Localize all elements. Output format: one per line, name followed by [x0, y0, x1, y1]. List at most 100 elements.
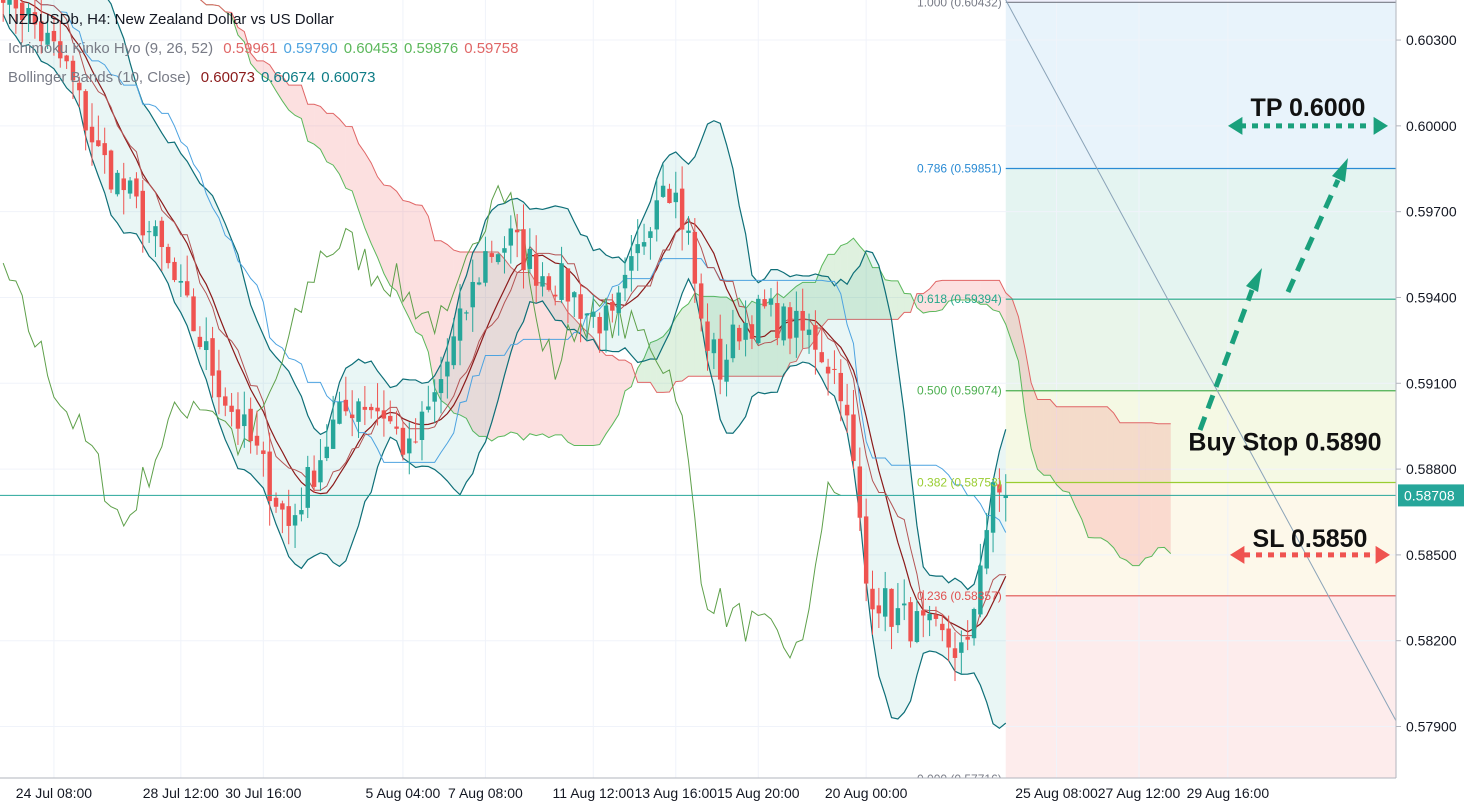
kumo-segment	[675, 308, 683, 382]
candle-body	[819, 352, 824, 363]
candle-body	[908, 602, 913, 642]
candle-body	[756, 298, 761, 344]
kumo-segment	[1151, 422, 1159, 557]
kumo-segment	[1012, 298, 1019, 362]
arrow-head	[1230, 545, 1245, 564]
fib-zone-0.382	[1005, 390, 1396, 483]
kumo-segment	[1158, 423, 1165, 548]
candle-body	[229, 405, 234, 412]
candle-body	[400, 427, 406, 455]
kumo-segment	[250, 53, 257, 72]
candle-body	[184, 281, 190, 296]
candle-body	[343, 399, 349, 412]
candle-body	[273, 497, 279, 507]
tp-label: TP 0.6000	[1251, 94, 1366, 122]
fib-zone-0.786	[1005, 2, 1396, 169]
kumo-segment	[605, 355, 613, 434]
candle-body	[19, 2, 25, 21]
price-tick-label: 0.60000	[1406, 118, 1457, 134]
price-tick-label: 0.59400	[1406, 289, 1457, 305]
candle-body	[178, 280, 184, 283]
candle-body	[724, 359, 729, 382]
buy-stop-label: Buy Stop 0.5890	[1188, 428, 1381, 456]
kumo-segment	[878, 267, 886, 320]
candle-body	[292, 515, 298, 526]
candle-body	[267, 451, 272, 502]
chart-legend: NZDUSDb, H4: New Zealand Dollar vs US Do…	[8, 8, 530, 95]
candle-body	[933, 614, 939, 619]
candle-body	[762, 299, 767, 307]
arrow-head	[1375, 545, 1390, 564]
candle-body	[39, 21, 44, 42]
kumo-segment	[345, 126, 353, 191]
entry-arrow-2	[1285, 178, 1341, 294]
kumo-segment	[263, 60, 270, 81]
candle-body	[698, 283, 704, 319]
kumo-segment	[618, 360, 626, 415]
kumo-segment	[1037, 399, 1044, 476]
kumo-segment	[1145, 422, 1152, 559]
candle-body	[153, 226, 158, 237]
kumo-segment	[1132, 422, 1140, 566]
kumo-segment	[853, 238, 860, 320]
kumo-segment	[599, 348, 606, 445]
kumo-segment	[593, 337, 600, 446]
symbol-title-text: NZDUSDb, H4: New Zealand Dollar vs US Do…	[8, 11, 334, 28]
candle-body	[286, 506, 291, 526]
kumo-segment	[1113, 412, 1120, 558]
candle-body	[165, 246, 171, 264]
time-tick-label: 29 Aug 16:00	[1187, 785, 1270, 801]
time-tick-label: 24 Jul 08:00	[16, 785, 92, 801]
candle-body	[603, 305, 609, 331]
candle-body	[299, 509, 304, 515]
kumo-segment	[326, 113, 334, 166]
candle-body	[629, 256, 634, 271]
candle-body	[616, 292, 621, 313]
candle-body	[533, 253, 539, 286]
candle-body	[692, 231, 698, 284]
candle-body	[578, 294, 583, 319]
candle-body	[204, 341, 209, 351]
kumo-segment	[1126, 422, 1133, 566]
kumo-segment	[276, 74, 283, 101]
kumo-segment	[993, 280, 1000, 312]
kumo-segment	[352, 126, 359, 210]
candle-body	[330, 419, 336, 449]
kumo-segment	[288, 85, 296, 116]
candle-body	[89, 126, 95, 143]
time-tick-label: 7 Aug 08:00	[448, 785, 523, 801]
ichimoku-value-1: 0.59790	[283, 40, 338, 57]
candle-body	[838, 372, 843, 402]
current-price-label: 0.58708	[1404, 487, 1455, 503]
candle-body	[242, 414, 247, 427]
senkou-span-a	[199, 0, 1172, 567]
kumo-segment	[980, 280, 987, 305]
candle-body	[51, 30, 57, 42]
fib-zone-0.236	[1005, 482, 1396, 596]
candle-body	[737, 327, 742, 342]
symbol-title[interactable]: NZDUSDb, H4: New Zealand Dollar vs US Do…	[8, 8, 530, 37]
bollinger-legend[interactable]: Bollinger Bands (10, Close) 0.60073 0.606…	[8, 66, 530, 95]
kumo-segment	[307, 104, 315, 145]
candle-body	[502, 248, 507, 253]
candle-body	[794, 310, 799, 338]
kumo-segment	[1081, 406, 1089, 538]
candle-body	[394, 426, 399, 429]
kumo-segment	[935, 280, 943, 312]
time-tick-label: 15 Aug 20:00	[717, 785, 800, 801]
candle-body	[362, 406, 368, 410]
candle-body	[851, 414, 856, 462]
kumo-segment	[269, 64, 277, 91]
kumo-segment	[377, 176, 384, 274]
bollinger-value-2: 0.60073	[321, 69, 376, 86]
ichimoku-legend[interactable]: Ichimoku Kinko Hyo (9, 26, 52) 0.59961 0.…	[8, 37, 530, 66]
candle-body	[305, 467, 310, 508]
kumo-segment	[333, 113, 340, 175]
kumo-segment	[301, 85, 308, 142]
arrow-head	[1373, 116, 1388, 135]
candle-body	[197, 336, 203, 347]
candle-body	[648, 231, 653, 238]
kumo-segment	[961, 280, 968, 301]
